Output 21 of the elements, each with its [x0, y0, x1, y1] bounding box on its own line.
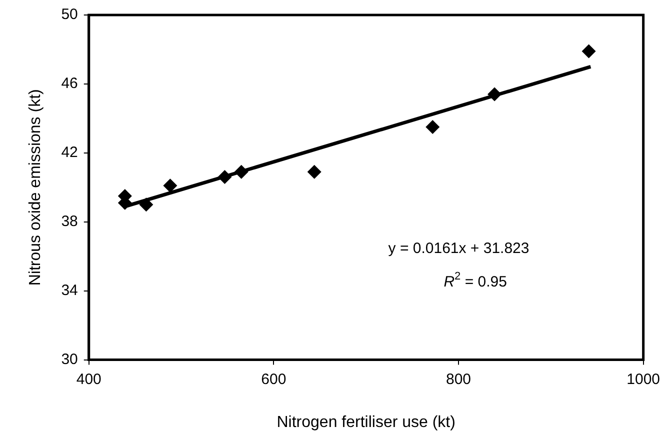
- y-tick-label: 42: [61, 144, 78, 162]
- point: [163, 178, 178, 193]
- point: [307, 164, 322, 179]
- y-tick-label: 50: [61, 6, 78, 24]
- x-tick-label: 600: [261, 370, 286, 388]
- point: [234, 164, 248, 179]
- y-tick-label: 30: [61, 350, 78, 368]
- point: [488, 87, 502, 102]
- y-axis-title: Nitrous oxide emissions (kt): [27, 89, 44, 286]
- y-tick-label: 38: [61, 213, 78, 230]
- point: [139, 198, 154, 212]
- x-axis-title: Nitrogen fertiliser use (kt): [276, 414, 456, 431]
- point: [582, 44, 596, 58]
- x-tick-label: 400: [76, 370, 102, 388]
- x-tick-label: 800: [446, 370, 472, 388]
- point: [218, 170, 232, 184]
- x-tick-label: 1000: [626, 370, 660, 388]
- y-tick-label: 46: [61, 75, 78, 92]
- y-tick-label: 34: [61, 282, 78, 299]
- annotation: y = 0.0161x + 31.823: [388, 240, 530, 257]
- point: [426, 120, 440, 134]
